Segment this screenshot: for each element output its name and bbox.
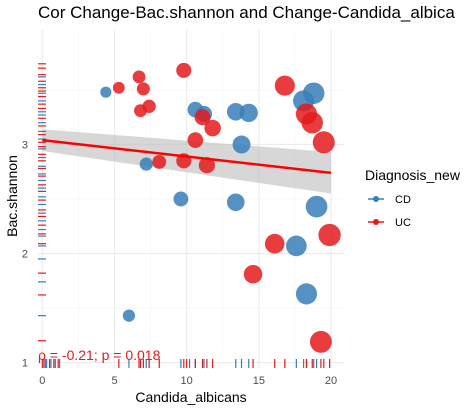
correlation-annotation: ρ = -0.21; p = 0.018 [38, 347, 161, 363]
grid-lines [38, 30, 344, 368]
data-point-uc [176, 62, 192, 78]
y-axis-label: Bac.shannon [4, 155, 20, 237]
data-point-uc [309, 330, 332, 353]
data-point-cd [173, 191, 189, 207]
data-point-uc [152, 155, 167, 169]
regression-line [42, 138, 332, 175]
data-point-cd [226, 102, 245, 121]
data-point-uc [198, 157, 215, 174]
data-point-cd [139, 157, 153, 171]
data-point-uc [204, 119, 221, 137]
data-point-uc [301, 111, 323, 134]
legend-label: UC [395, 217, 411, 229]
data-point-cd [295, 283, 318, 305]
legend-label: CD [395, 194, 411, 206]
data-point-cd [226, 193, 245, 212]
data-point-cd [100, 86, 112, 98]
data-point-uc [134, 104, 147, 118]
x-tick-label: 15 [253, 375, 265, 387]
legend-key-dot [373, 196, 379, 202]
y-tick-label: 1 [22, 358, 28, 370]
data-point-cd [122, 309, 136, 322]
x-tick-label: 5 [111, 375, 117, 387]
data-point-uc [243, 264, 263, 284]
data-point-uc [318, 223, 341, 247]
rug-marks [38, 63, 331, 368]
x-tick-label: 10 [181, 375, 193, 387]
x-axis-label: Candida_albicans [135, 389, 246, 405]
legend-key-dot [373, 219, 379, 225]
data-point-uc [136, 82, 150, 96]
data-point-cd [305, 195, 328, 218]
legend: Diagnosis_new CD UC [365, 167, 461, 229]
data-point-uc [112, 81, 125, 94]
data-point-cd [239, 103, 258, 123]
axis-ticks: 0 5 10 15 20 1 2 3 [22, 139, 337, 387]
data-point-uc [274, 75, 295, 96]
x-tick-label: 20 [325, 375, 337, 387]
data-point-cd [302, 82, 325, 105]
y-tick-label: 2 [22, 249, 28, 261]
data-point-cd [232, 135, 251, 154]
data-point-cd [286, 235, 307, 257]
data-point-uc [187, 132, 204, 148]
data-points [100, 62, 341, 353]
legend-title: Diagnosis_new [365, 167, 461, 183]
data-point-uc [194, 109, 211, 126]
data-point-uc [312, 131, 335, 154]
data-point-uc [264, 233, 285, 254]
data-point-uc [132, 70, 146, 84]
regression-line-path [42, 138, 332, 175]
x-tick-label: 0 [39, 375, 45, 387]
y-tick-label: 3 [22, 139, 28, 151]
chart-title: Cor Change-Bac.shannon and Change-Candid… [38, 3, 455, 22]
